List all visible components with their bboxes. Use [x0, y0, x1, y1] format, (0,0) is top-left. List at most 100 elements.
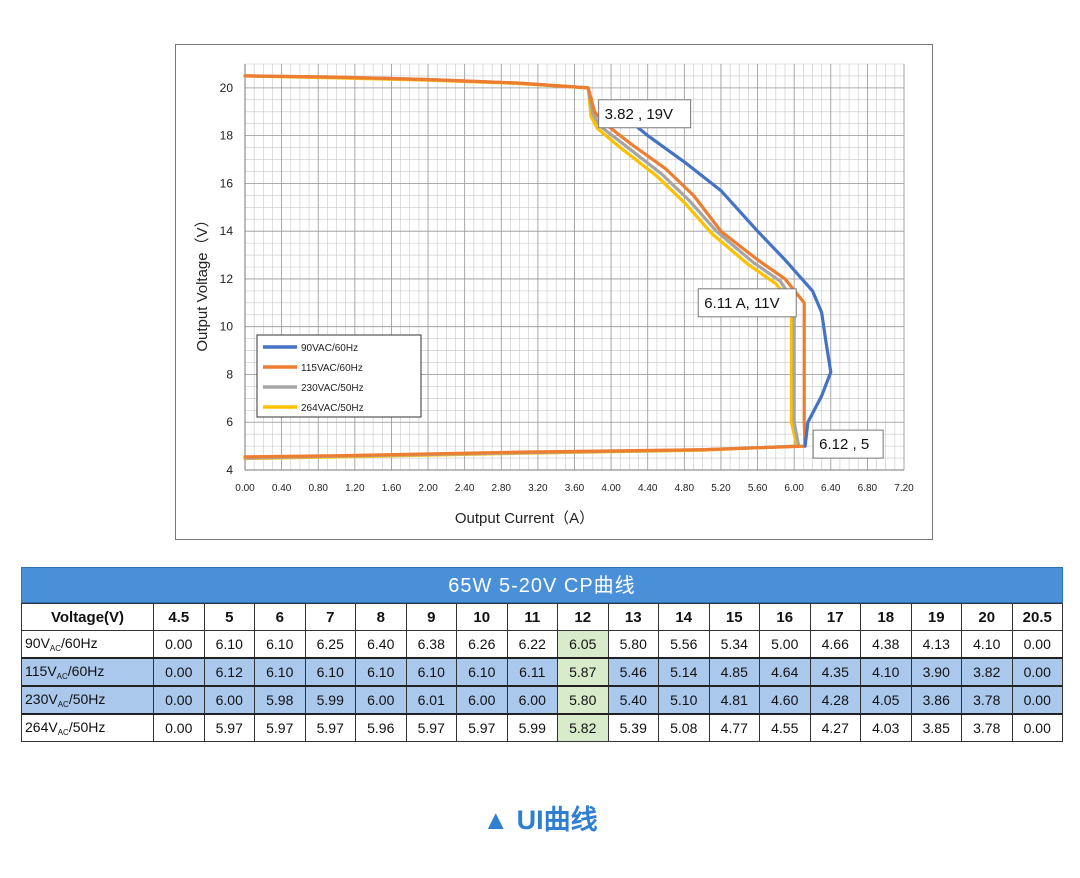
row-label-subscript: AC	[57, 728, 69, 737]
annotation-label: 6.11 A, 11V	[704, 295, 779, 312]
table-cell: 0.00	[153, 685, 205, 715]
row-label: 115VAC/60Hz	[21, 657, 154, 687]
table-cell: 6.05	[557, 630, 609, 659]
x-tick-label: 3.60	[565, 483, 585, 494]
row-label-frequency: /50Hz	[68, 719, 106, 735]
annotation-box	[598, 99, 692, 129]
table-cell: 5.97	[203, 713, 255, 742]
row-label: 230VAC/50Hz	[21, 685, 154, 715]
caption-text: UI曲线	[516, 805, 598, 835]
table-cell: 6.26	[456, 630, 508, 659]
x-tick-label: 2.40	[455, 483, 475, 494]
y-tick-label: 14	[220, 224, 234, 238]
table-cell: 4.10	[961, 630, 1013, 659]
legend-entry: 115VAC/60Hz	[301, 363, 363, 374]
table-cell: 4.81	[708, 685, 760, 715]
x-tick-label: 7.20	[894, 483, 914, 494]
column-header: 5	[203, 603, 255, 631]
x-tick-label: 0.40	[272, 483, 292, 494]
table-cell: 5.99	[506, 713, 558, 742]
legend-entry: 90VAC/60Hz	[301, 343, 358, 354]
x-tick-label: 5.60	[748, 483, 768, 494]
legend-entry: 264VAC/50Hz	[301, 403, 364, 414]
table-cell: 4.60	[759, 685, 811, 715]
table-cell: 5.97	[304, 713, 356, 742]
column-header: 13	[607, 603, 659, 631]
x-tick-label: 5.20	[711, 483, 731, 494]
table-cell: 3.82	[961, 657, 1013, 687]
table-cell: 6.10	[405, 657, 457, 687]
table-cell: 6.00	[355, 685, 407, 715]
table-cell: 5.80	[557, 685, 609, 715]
row-label-voltage: 264V	[25, 719, 58, 735]
table-cell: 5.97	[456, 713, 508, 742]
column-header: 7	[304, 603, 356, 631]
table-cell: 3.86	[910, 685, 962, 715]
y-tick-label: 10	[220, 320, 234, 334]
chart-frame: 0.00 0.40 0.80 1.20 1.60 2.00 2.40 2.80 3.20 3.60…	[175, 44, 933, 540]
table-cell: 5.10	[658, 685, 710, 715]
cp-table: Voltage(V) 4.5 5 6 7 8 9 10 11 12 13 14 15 16 17 18 19 20…	[21, 603, 1063, 742]
table-cell: 4.03	[860, 713, 912, 742]
table-cell: 5.40	[607, 685, 659, 715]
column-header: 20	[961, 603, 1013, 631]
table-cell: 4.35	[809, 657, 861, 687]
column-header: 20.5	[1011, 603, 1063, 631]
table-cell: 6.01	[405, 685, 457, 715]
y-tick-label: 20	[220, 81, 234, 95]
table-cell: 5.56	[658, 630, 710, 659]
table-cell: 0.00	[1011, 713, 1063, 742]
table-cell: 4.28	[809, 685, 861, 715]
column-header: 10	[456, 603, 508, 631]
row-label: 90VAC/60Hz	[21, 630, 154, 659]
column-header: 17	[809, 603, 861, 631]
table-cell: 4.64	[759, 657, 811, 687]
y-tick-label: 8	[226, 367, 233, 381]
row-label-frequency: /60Hz	[67, 663, 105, 679]
x-tick-label: 6.80	[858, 483, 878, 494]
table-cell: 0.00	[153, 657, 205, 687]
table-cell: 5.46	[607, 657, 659, 687]
annotation-box	[812, 429, 884, 459]
table-cell: 6.12	[203, 657, 255, 687]
y-tick-label: 6	[226, 415, 233, 429]
column-header: 19	[910, 603, 962, 631]
table-cell: 0.00	[153, 630, 205, 659]
row-label-voltage: 90V	[25, 635, 50, 651]
series-line	[618, 107, 833, 448]
table-cell: 3.78	[961, 685, 1013, 715]
table-cell: 6.25	[304, 630, 356, 659]
x-tick-label: 1.60	[382, 483, 402, 494]
table-cell: 6.00	[506, 685, 558, 715]
table-cell: 5.08	[658, 713, 710, 742]
x-axis-title: Output Current（A）	[455, 510, 594, 527]
table-cell: 4.10	[860, 657, 912, 687]
header-voltage-label: Voltage(V)	[21, 603, 154, 631]
column-header: 16	[759, 603, 811, 631]
table-cell: 6.00	[203, 685, 255, 715]
table-cell: 5.87	[557, 657, 609, 687]
table-cell: 4.05	[860, 685, 912, 715]
annotation-label: 6.12 , 5	[819, 436, 869, 453]
table-cell: 4.55	[759, 713, 811, 742]
table-cell: 5.97	[405, 713, 457, 742]
x-tick-label: 2.00	[418, 483, 438, 494]
table-cell: 6.10	[254, 657, 306, 687]
table-row: 90VAC/60Hz 0.00 6.10 6.10 6.25 6.40 6.38 6.26 6.…	[21, 630, 1063, 659]
column-header: 12	[557, 603, 609, 631]
column-header: 18	[860, 603, 912, 631]
table-cell: 4.77	[708, 713, 760, 742]
table-cell: 6.38	[405, 630, 457, 659]
table-cell: 5.80	[607, 630, 659, 659]
y-tick-label: 12	[220, 272, 234, 286]
column-header: 4.5	[153, 603, 205, 631]
table-cell: 6.00	[456, 685, 508, 715]
table-cell: 6.40	[355, 630, 407, 659]
x-tick-label: 4.40	[638, 483, 658, 494]
table-cell: 6.11	[506, 657, 558, 687]
table-cell: 0.00	[1011, 685, 1063, 715]
table-header-row: Voltage(V) 4.5 5 6 7 8 9 10 11 12 13 14 15 16 17 18 19 20…	[21, 603, 1063, 631]
table-cell: 6.10	[456, 657, 508, 687]
row-label: 264VAC/50Hz	[21, 713, 154, 742]
triangle-up-icon: ▲	[482, 805, 510, 835]
